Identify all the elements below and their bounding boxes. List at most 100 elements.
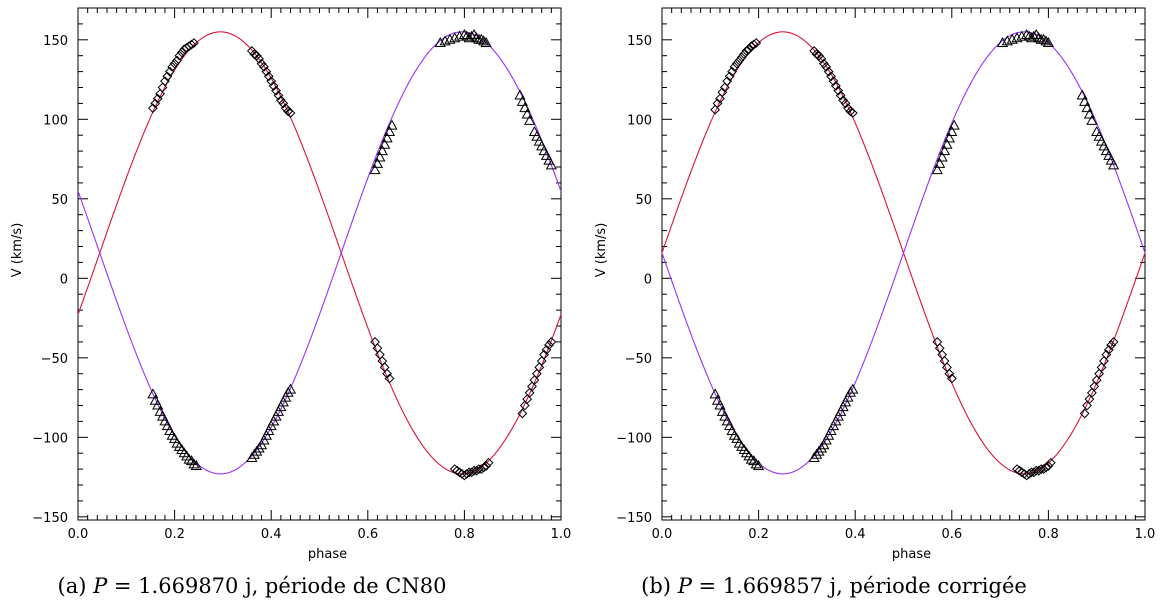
triangle-point [272,405,285,416]
y-tick-label: 0 [60,272,68,287]
triangle-point [1042,36,1055,47]
diamond-point [816,53,827,64]
diamond-point [278,98,289,109]
chart-a: 0.0 0.2 0.4 0.6 0.8 1.0 −150 −100 −50 0 50 100 150 ph… [10,7,572,562]
triangle-point [381,132,393,143]
y-tick-label: 50 [51,193,68,208]
diamond-point [809,46,820,56]
triangle-point [835,405,847,416]
triangle-point [270,410,282,421]
x-axis-label: phase [892,547,931,562]
diamond-point [167,61,178,72]
triangle-point [147,388,159,399]
caption-b: (b) P = 1.669857 j, période corrigée [542,574,1126,598]
triangle-point [815,442,827,453]
triangle-point [844,386,856,397]
triangle-point [277,396,289,407]
diamond-point [847,108,858,118]
triangle-point [190,459,202,470]
diamond-point [944,368,955,379]
y-tick-label: 100 [627,113,652,128]
diamond-point [544,340,554,351]
triangle-point [516,95,528,106]
diamond-point [275,95,286,106]
diamond-point [254,53,265,64]
diamond-point [736,52,747,63]
triangle-point [827,420,840,431]
x-tick-label: 0.4 [261,527,282,542]
diamond-point [811,49,822,60]
diamond-point [527,381,537,392]
diamond-point [1014,465,1025,476]
diamond-point [186,39,197,50]
diamond-point [821,61,832,72]
plot-frame [661,7,1146,521]
diamond-point [1096,362,1107,373]
diamond-point [719,82,730,93]
triangle-point [253,442,265,453]
triangle-point [1079,95,1091,106]
diamond-point [946,373,957,384]
diamond-point [517,408,528,419]
diamond-point [734,55,745,66]
triangle-point [263,424,275,435]
diamond-point [1012,464,1022,475]
diamond-point [1089,381,1100,392]
diamond-point [1084,394,1095,405]
diamond-point [546,337,557,347]
diamond-point [1045,457,1056,468]
diamond-point [536,356,547,366]
diamond-point [1091,375,1102,385]
caption-b-text: = 1.669857 j, période corrigée [691,574,1027,598]
y-tick-label: 150 [43,34,68,49]
diamond-point [843,103,853,114]
x-tick-label: 1.0 [551,527,572,542]
triangle-point [1021,29,1033,40]
triangle-point [825,424,837,435]
diamond-point [1016,467,1027,478]
y-tick-label: −100 [32,431,68,446]
caption-a-text: = 1.669870 j, période de CN80 [107,574,447,598]
triangle-point [152,399,164,410]
diamond-point [176,47,187,58]
triangle-point [808,451,820,462]
diamond-point [1094,368,1105,379]
secondary-curve [661,31,1146,475]
triangle-point [260,429,272,440]
diamond-point [840,98,851,109]
diamond-point [283,106,294,117]
diamond-point [715,93,725,104]
diamond-point [838,95,849,106]
x-tick-label: 1.0 [1135,527,1156,542]
triangle-point [453,30,466,41]
primary-curve [77,31,562,475]
diamond-point [1086,387,1097,398]
triangle-point [830,415,842,426]
triangle-point [847,383,859,394]
secondary-curve [77,31,562,475]
triangle-point [1006,33,1018,44]
triangle-point [258,434,270,445]
triangle-point [478,35,490,46]
triangle-point [818,439,830,450]
triangle-point [519,102,531,113]
caption-b-symbol: P [677,574,692,598]
triangle-point [832,410,844,421]
triangle-point [750,458,762,469]
diamond-point [466,467,477,478]
diamond-point [1041,462,1051,473]
diamond-point [169,58,180,69]
diamond-point [473,464,484,475]
triangle-point [938,145,951,156]
triangle-point [475,33,487,44]
triangle-point [545,159,557,170]
triangle-point [1076,89,1088,100]
triangle-point [521,108,533,119]
triangle-point [386,119,398,130]
diamond-point [731,58,742,69]
diamond-point [729,61,740,72]
triangle-point [934,157,946,168]
triangle-point [280,391,292,402]
triangle-point [458,29,471,40]
triangle-point [1033,32,1045,43]
